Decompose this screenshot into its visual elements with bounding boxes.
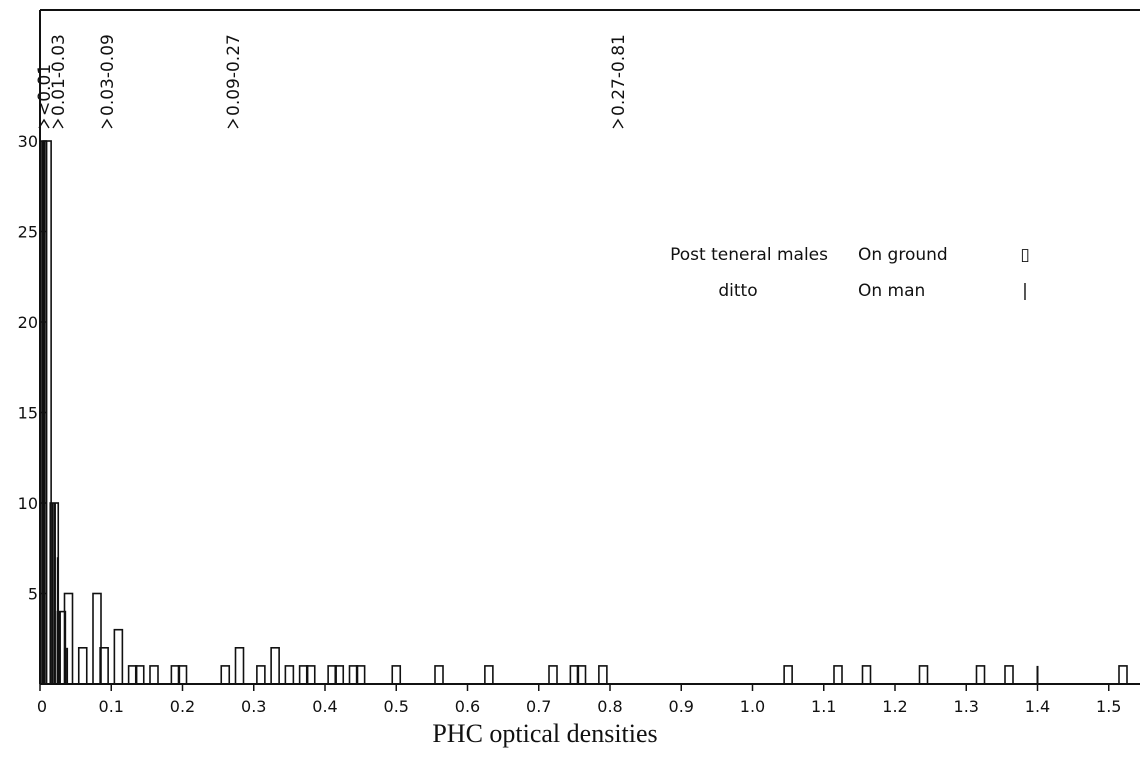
annotation-arrow-3: [227, 118, 239, 129]
bars-group: [41, 140, 1128, 685]
annotation-arrow-4: [612, 118, 624, 129]
bar-on-ground-33: [861, 665, 872, 685]
bar-on-ground-34: [918, 665, 929, 685]
annotation-label-4: 0.27-0.81: [609, 34, 629, 116]
bar-on-ground-10: [149, 665, 159, 685]
bar-on-ground-29: [576, 665, 587, 685]
bar-on-ground-31: [783, 665, 793, 685]
bar-on-ground-13: [220, 665, 231, 685]
x-tick-label-4: 0.4: [312, 697, 337, 716]
x-tick-label-1: 0.1: [99, 697, 124, 716]
bar-on-ground-17: [284, 665, 295, 685]
bar-on-ground-12: [177, 665, 188, 685]
annotation-arrow-1: [52, 118, 64, 129]
y-tick-label-5: 30: [18, 132, 38, 151]
bar-on-ground-5: [92, 592, 102, 685]
bar-on-ground-26: [484, 665, 494, 685]
bar-on-ground-30: [598, 665, 608, 685]
annotation-label-0: <0.01: [35, 64, 55, 116]
x-tick-label-3: 0.3: [241, 697, 266, 716]
x-axis-ticks: 0 0.1 0.2 0.3 0.4 0.5 0.6 0.7 0.8 0.9 1.0 1.1 1.2 1.3…: [37, 684, 1121, 716]
bar-on-ground-20: [327, 665, 337, 685]
x-tick-label-13: 1.3: [954, 697, 979, 716]
x-axis-label: PHC optical densities: [432, 719, 657, 748]
x-tick-label-2: 0.2: [170, 697, 195, 716]
y-tick-label-4: 25: [18, 223, 38, 242]
annotation-label-2: 0.03-0.09: [98, 34, 118, 116]
bar-on-ground-23: [355, 665, 366, 685]
annotation-label-1: 0.01-0.03: [49, 34, 69, 116]
x-tick-label-6: 0.6: [455, 697, 480, 716]
bar-on-ground-4: [77, 646, 88, 685]
bar-on-ground-28: [569, 665, 580, 685]
legend: Post teneral males On ground ▯ ditto On …: [670, 245, 1030, 301]
legend-series-1-condition: On ground: [858, 245, 948, 265]
bar-on-ground-16: [270, 646, 280, 685]
bar-on-ground-35: [975, 665, 986, 685]
x-tick-label-12: 1.2: [882, 697, 907, 716]
x-tick-label-7: 0.7: [526, 697, 551, 716]
bar-on-ground-25: [434, 665, 444, 685]
bar-on-ground-21: [334, 665, 345, 685]
bar-on-ground-37: [1118, 665, 1128, 685]
bar-on-ground-3: [63, 592, 74, 685]
bar-on-ground-9: [134, 665, 145, 685]
x-tick-label-14: 1.4: [1025, 697, 1050, 716]
bar-on-ground-7: [113, 628, 124, 685]
x-tick-label-9: 0.9: [669, 697, 694, 716]
bar-on-ground-18: [298, 665, 309, 685]
legend-series-2-condition: On man: [858, 281, 925, 301]
y-tick-label-3: 20: [18, 313, 38, 332]
annotation-arrow-2: [101, 118, 113, 129]
y-tick-label-1: 10: [18, 494, 38, 513]
bar-on-ground-24: [391, 665, 402, 685]
annotation-arrow-0: [38, 118, 50, 129]
bar-on-ground-27: [548, 665, 558, 685]
bar-on-ground-14: [234, 646, 245, 685]
bar-on-ground-22: [348, 665, 359, 685]
bar-on-ground-36: [1004, 665, 1014, 685]
bar-on-ground-8: [127, 665, 138, 685]
legend-series-2-name: ditto: [718, 281, 757, 301]
annotation-label-3: 0.09-0.27: [224, 34, 244, 116]
x-tick-label-15: 1.5: [1096, 697, 1121, 716]
bar-on-ground-19: [305, 665, 316, 685]
bar-on-ground-32: [833, 665, 843, 685]
x-tick-label-5: 0.5: [384, 697, 409, 716]
x-tick-label-10: 1.0: [740, 697, 765, 716]
bar-on-ground-11: [170, 665, 181, 685]
bar-on-ground-15: [256, 665, 266, 685]
y-tick-label-0: 5: [28, 585, 38, 604]
x-tick-label-11: 1.1: [811, 697, 836, 716]
x-tick-label-8: 0.8: [597, 697, 622, 716]
x-tick-label-0: 0: [37, 697, 47, 716]
range-annotations: <0.010.01-0.03 0.03-0.09 0.09-0.27 0.27-0.8…: [35, 34, 629, 129]
legend-series-2-symbol: |: [1022, 281, 1028, 301]
legend-series-1-symbol: ▯: [1020, 245, 1029, 265]
legend-series-1-name: Post teneral males: [670, 245, 828, 265]
bar-on-ground-6: [99, 646, 109, 685]
y-tick-label-2: 15: [18, 404, 38, 423]
